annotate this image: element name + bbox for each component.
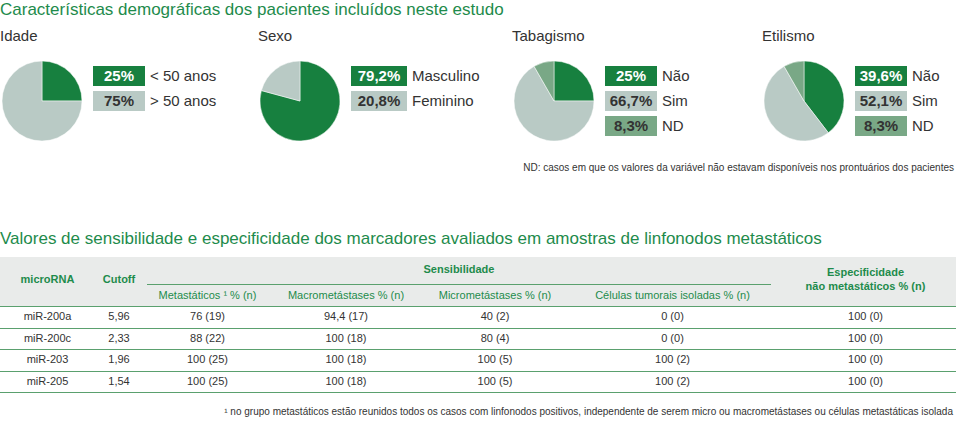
legend-label: ND (912, 117, 934, 135)
table-cell: 100 (0) (775, 332, 956, 344)
table-cell: 94,4 (17) (272, 310, 420, 322)
footnote: ¹ no grupo metastáticos estão reunidos t… (224, 406, 953, 417)
table-cell: 0 (0) (570, 310, 775, 322)
table-cell: 100 (18) (272, 332, 420, 344)
legend-label: < 50 anos (150, 67, 216, 85)
legend-label: ND (662, 117, 684, 135)
table-cell: 100 (5) (420, 375, 570, 387)
legend-label: Sim (662, 92, 688, 110)
legend-label: Não (662, 67, 690, 85)
column-header: Especificidade (775, 266, 956, 278)
legend-box: 8,3% (605, 116, 657, 136)
pie (514, 61, 594, 141)
table-cell: 5,96 (95, 310, 143, 322)
pie-slice (42, 61, 82, 101)
table-cell: 100 (18) (272, 375, 420, 387)
legend-label: Feminino (412, 92, 474, 110)
column-header: não metastáticos % (n) (775, 280, 956, 292)
note: ND: casos em que os valores da variável … (523, 162, 954, 173)
row-rule (0, 371, 956, 372)
pie-slice (784, 61, 804, 101)
section-title: Características demográficas dos pacient… (0, 0, 504, 20)
legend-label: Não (912, 67, 940, 85)
table-cell: miR-200a (0, 310, 95, 322)
pie (2, 61, 82, 141)
table-cell: miR-200c (0, 332, 95, 344)
table-cell: 100 (25) (143, 375, 272, 387)
group-rule (147, 284, 771, 285)
table-cell: 0 (0) (570, 332, 775, 344)
table-cell: miR-205 (0, 375, 95, 387)
pie-title: Sexo (258, 27, 292, 44)
column-header: Metastáticos ¹ % (n) (143, 289, 272, 301)
column-header: microRNA (0, 273, 95, 285)
pie-slice (554, 61, 594, 101)
pie (260, 61, 340, 141)
pie-slice (261, 61, 300, 101)
table-cell: 40 (2) (420, 310, 570, 322)
pie-slice (534, 61, 554, 101)
column-header: Micrometástases % (n) (420, 289, 570, 301)
table-cell: 1,96 (95, 353, 143, 365)
pie-title: Idade (0, 27, 38, 44)
legend-label: Masculino (412, 67, 480, 85)
table-cell: 100 (0) (775, 353, 956, 365)
pie-slice (2, 61, 82, 141)
table-cell: 100 (0) (775, 310, 956, 322)
pie (764, 61, 844, 141)
section-title: Valores de sensibilidade e especificidad… (0, 229, 822, 249)
legend-box: 39,6% (855, 66, 907, 86)
group-header: Sensibilidade (143, 263, 775, 275)
row-rule (0, 328, 956, 329)
table-cell: 100 (2) (570, 375, 775, 387)
legend-box: 8,3% (855, 116, 907, 136)
table-cell: 100 (25) (143, 353, 272, 365)
pie-title: Etilismo (762, 27, 815, 44)
table-cell: 80 (4) (420, 332, 570, 344)
column-header: Macrometástases % (n) (272, 289, 420, 301)
pie-title: Tabagismo (512, 27, 585, 44)
legend-label: > 50 anos (150, 92, 216, 110)
row-rule (0, 306, 956, 307)
legend-label: Sim (912, 92, 938, 110)
legend-box: 25% (93, 66, 145, 86)
legend-box: 52,1% (855, 91, 907, 111)
legend-box: 75% (93, 91, 145, 111)
legend-box: 25% (605, 66, 657, 86)
row-rule (0, 349, 956, 350)
table-cell: 76 (19) (143, 310, 272, 322)
table-cell: miR-203 (0, 353, 95, 365)
row-rule (0, 392, 956, 393)
table-cell: 88 (22) (143, 332, 272, 344)
table-cell: 100 (0) (775, 375, 956, 387)
table-cell: 1,54 (95, 375, 143, 387)
legend-box: 79,2% (351, 66, 407, 86)
pie-slice (260, 61, 340, 141)
table-cell: 100 (2) (570, 353, 775, 365)
column-header: Células tumorais isoladas % (n) (570, 289, 775, 301)
legend-box: 66,7% (605, 91, 657, 111)
table-cell: 100 (5) (420, 353, 570, 365)
legend-box: 20,8% (351, 91, 407, 111)
table-cell: 100 (18) (272, 353, 420, 365)
table-cell: 2,33 (95, 332, 143, 344)
column-header: Cutoff (95, 273, 143, 285)
